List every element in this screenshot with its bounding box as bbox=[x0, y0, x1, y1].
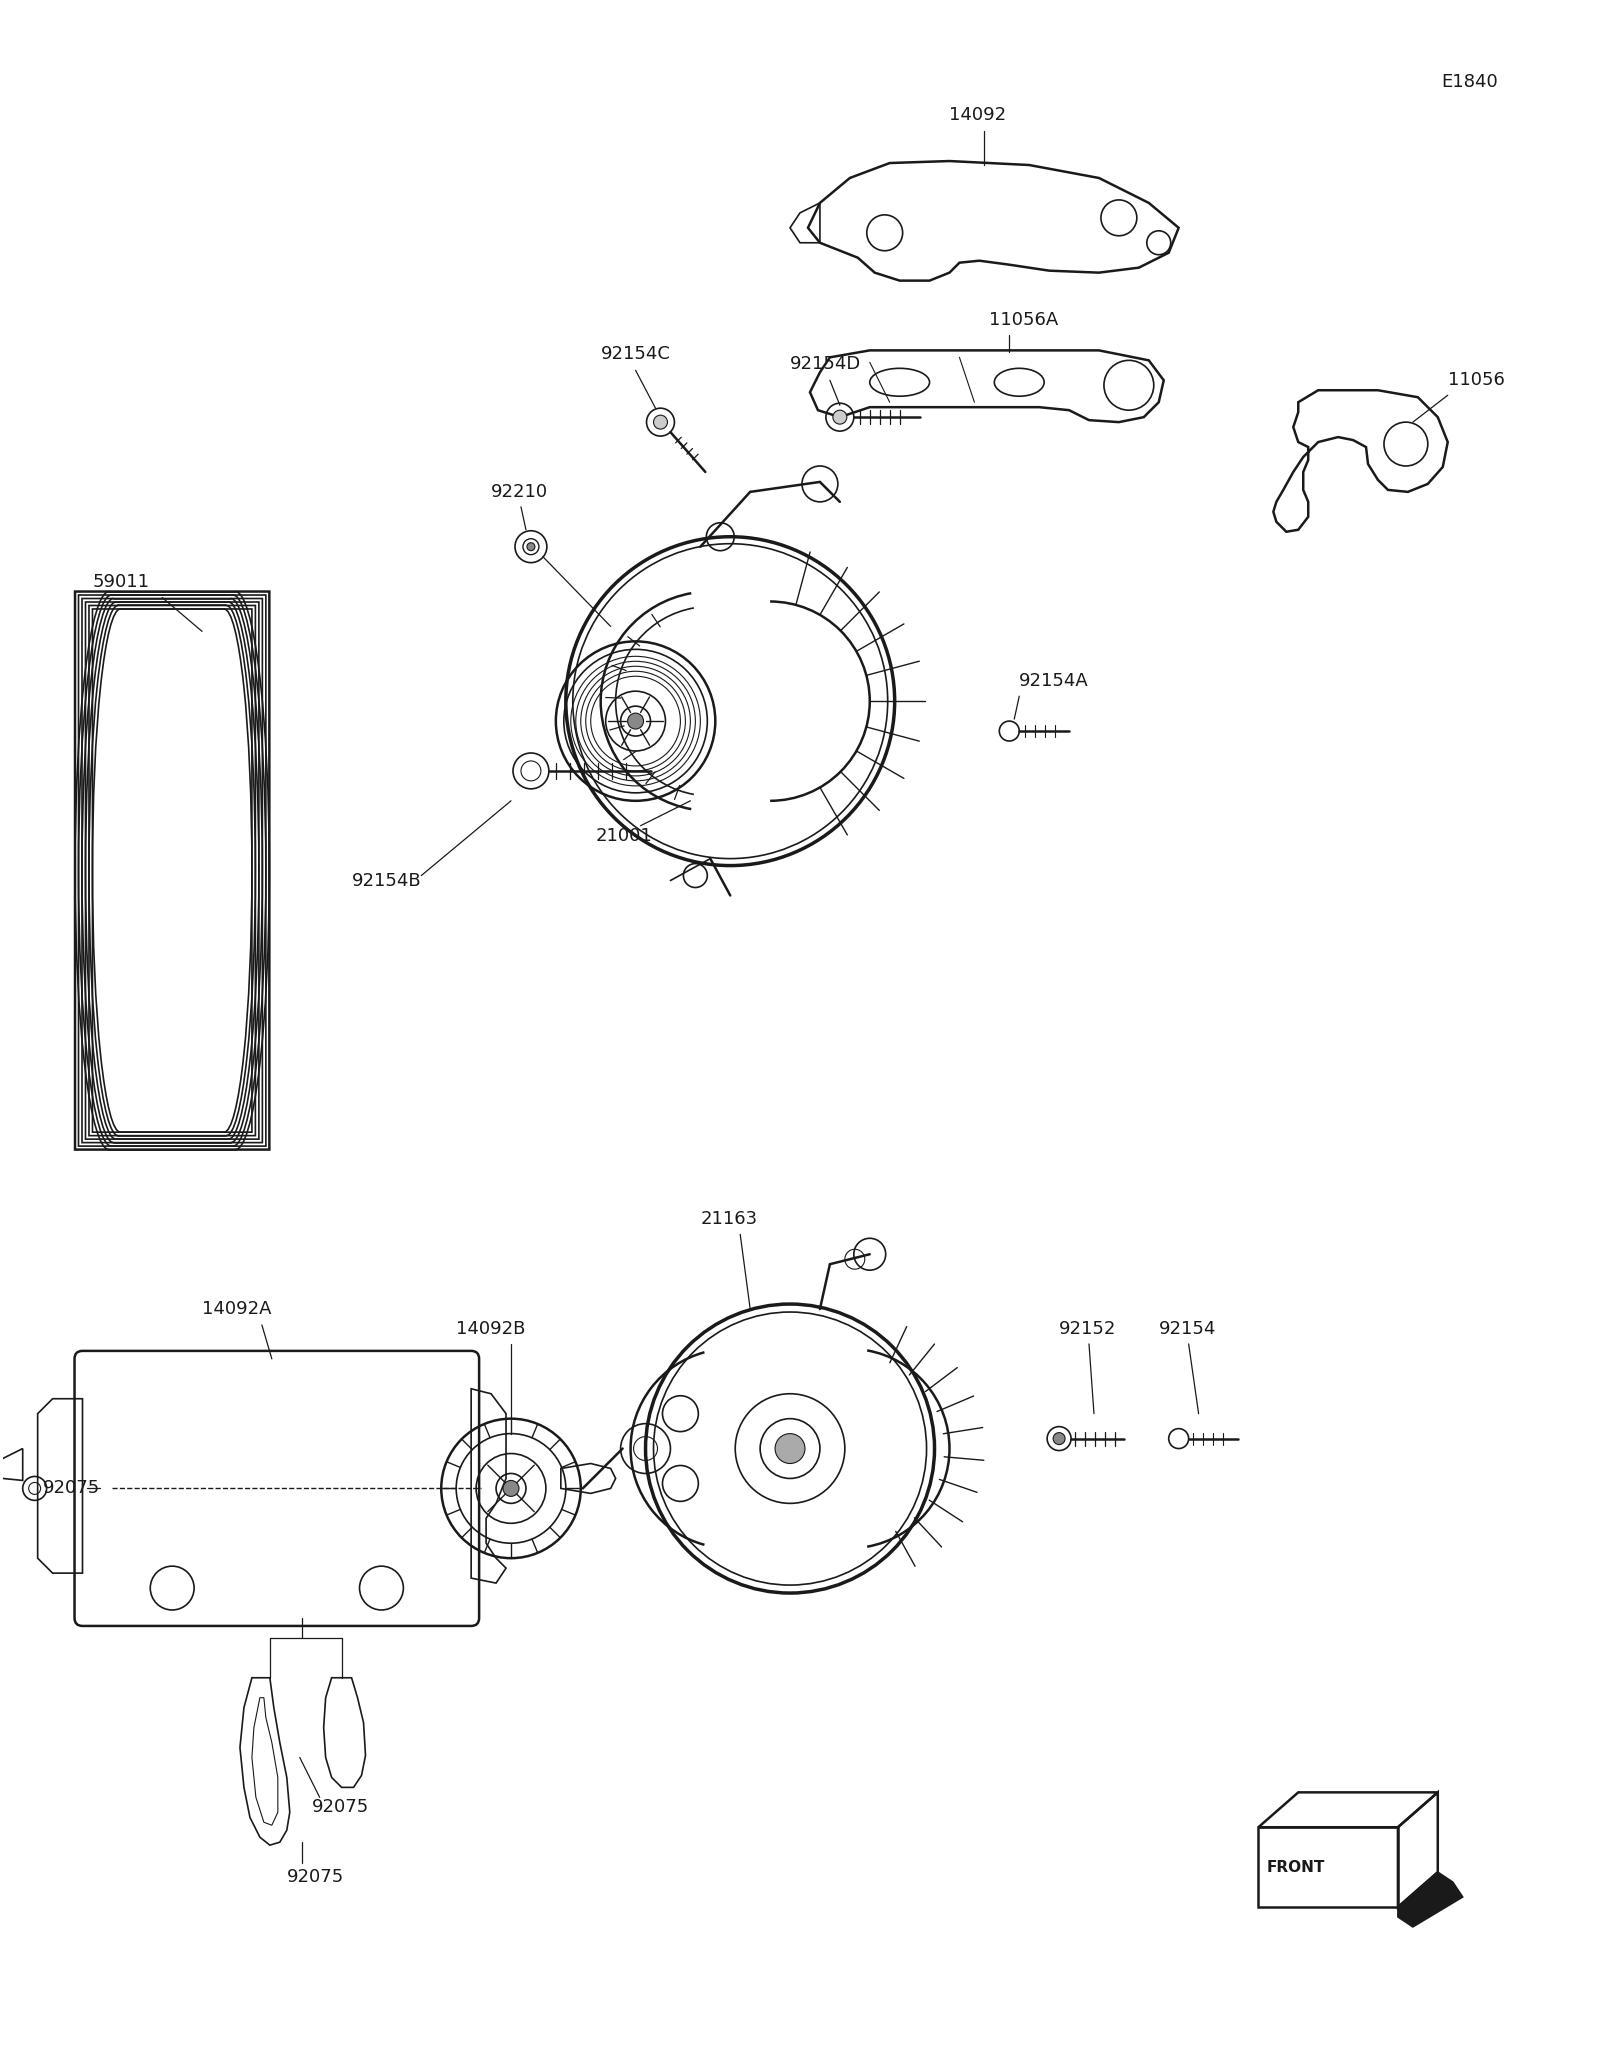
Text: 14092B: 14092B bbox=[456, 1321, 525, 1337]
Text: 14092: 14092 bbox=[949, 105, 1006, 124]
Text: 92154A: 92154A bbox=[1019, 672, 1090, 690]
Polygon shape bbox=[1398, 1873, 1462, 1926]
Text: 92075: 92075 bbox=[312, 1798, 370, 1817]
Text: 11056A: 11056A bbox=[989, 312, 1059, 329]
Circle shape bbox=[627, 713, 643, 730]
Text: 59011: 59011 bbox=[93, 573, 149, 591]
Circle shape bbox=[653, 415, 667, 430]
Text: 14092A: 14092A bbox=[202, 1300, 272, 1319]
Circle shape bbox=[774, 1434, 805, 1463]
Circle shape bbox=[1053, 1432, 1066, 1445]
Text: 92152: 92152 bbox=[1059, 1321, 1117, 1337]
Text: 11056: 11056 bbox=[1448, 372, 1504, 389]
Text: 92154: 92154 bbox=[1158, 1321, 1216, 1337]
Text: 92210: 92210 bbox=[491, 484, 549, 500]
Text: E1840: E1840 bbox=[1442, 72, 1498, 91]
Text: 92075: 92075 bbox=[43, 1480, 99, 1497]
Text: 92154C: 92154C bbox=[600, 345, 670, 364]
Text: 21163: 21163 bbox=[701, 1211, 757, 1228]
Text: FRONT: FRONT bbox=[1266, 1860, 1325, 1875]
Text: 21001: 21001 bbox=[595, 827, 653, 845]
Circle shape bbox=[834, 409, 846, 424]
Text: 92154B: 92154B bbox=[352, 872, 421, 889]
Circle shape bbox=[526, 544, 534, 550]
Text: 92154D: 92154D bbox=[790, 356, 861, 374]
Circle shape bbox=[502, 1480, 518, 1497]
Text: 92075: 92075 bbox=[286, 1869, 344, 1885]
